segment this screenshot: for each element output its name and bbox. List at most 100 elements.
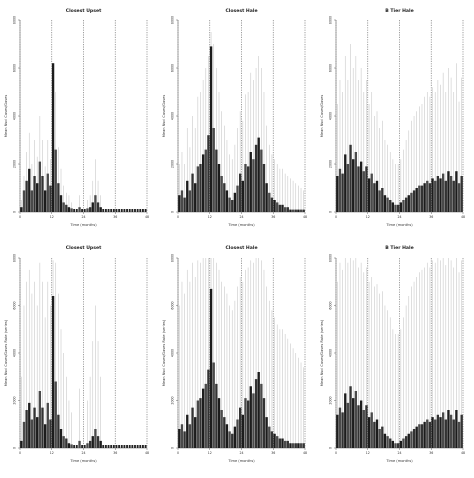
bar [201,154,205,212]
bar [186,180,189,212]
bar [257,137,260,212]
bar [246,166,250,212]
y-axis-label: Mean Nsci Cases/Gases Rate (series) [320,319,324,386]
bar [449,176,453,212]
bar-baseline [136,445,139,448]
bar [362,171,365,212]
bar [265,417,268,448]
bar [180,190,184,212]
bar [28,168,31,212]
bar [460,176,463,212]
bar [346,164,350,212]
bar [434,180,437,212]
bar-baseline [128,209,131,212]
bar [439,178,442,212]
y-tick-label: 4000 [171,112,175,120]
bar [36,417,39,448]
bar-baseline [126,445,128,448]
bar [49,185,52,212]
bar [231,200,234,212]
bar [67,443,71,448]
x-tick-label: 36 [429,215,433,219]
bar [41,176,44,212]
bar [362,410,365,448]
y-tick-label: 6000 [13,64,17,72]
bar [289,443,292,448]
bar [191,173,194,212]
bar-baseline [107,445,110,448]
bar [86,443,89,448]
x-tick-label: 0 [19,451,21,455]
bar [96,436,100,448]
bar [223,417,226,448]
bar [278,438,282,448]
y-tick-label: 2000 [171,160,175,168]
bar [367,178,371,212]
bar [59,429,63,448]
bar [25,410,28,448]
bar [46,402,49,448]
x-tick-label: 12 [366,451,370,455]
bar [67,207,71,212]
bar [220,176,223,212]
x-tick-label: 48 [303,451,307,455]
panel-3: B Tier Hale Mean Nsci Cases/Gases Time (mo… [320,8,465,227]
bar [375,180,379,212]
x-tick-label: 24 [239,215,243,219]
bar [294,443,297,448]
bar [196,400,200,448]
panel-1: Closest Upset Mean Nsci Cases/Gases Time (… [4,8,149,227]
bar [262,398,266,448]
bar [217,398,221,448]
bar [291,443,295,448]
y-tick-label: 8000 [13,254,17,262]
y-axis-label: Mean Nsci Cases/Gases [320,95,324,138]
panel-title: Closest Upset [66,245,102,251]
bar [99,207,102,212]
bar [449,414,453,448]
bar [33,407,36,448]
x-tick-label: 12 [50,451,54,455]
bar [410,192,413,212]
bar-baseline [120,209,123,212]
bar [359,161,363,212]
x-axis-label: Time (months) [227,459,255,463]
bar [297,443,300,448]
bar-baseline [123,445,126,448]
bar [212,362,215,448]
bar [383,433,387,448]
bar-baseline [139,445,142,448]
bar [418,424,421,448]
bar [441,412,445,448]
bar [70,444,73,448]
bar-baseline [102,445,105,448]
bar-baseline [81,209,83,212]
bar [209,288,213,448]
bar [233,426,237,448]
bar [191,407,194,448]
bar [273,200,276,212]
bar [370,173,373,212]
bar [260,149,263,212]
y-tick-label: 6000 [171,64,175,72]
bar [194,183,197,212]
bar [209,46,213,213]
bar [420,424,424,448]
bar [65,438,68,448]
bar [381,188,384,212]
bar [341,173,344,212]
bar [352,159,355,212]
bar [391,202,395,212]
y-tick-label: 8000 [329,254,333,262]
bar [378,429,381,448]
bar [88,207,92,212]
y-tick-label: 0 [171,211,175,213]
panel-title: Closest Hale [225,8,257,14]
bar [407,195,410,212]
y-axis-label: Mean Nsci Cases/Gases Rate (series) [162,319,166,386]
bar [236,185,239,212]
bar [270,197,274,212]
bar-baseline [83,445,86,448]
bar [257,372,260,448]
bar-baseline [73,209,76,212]
